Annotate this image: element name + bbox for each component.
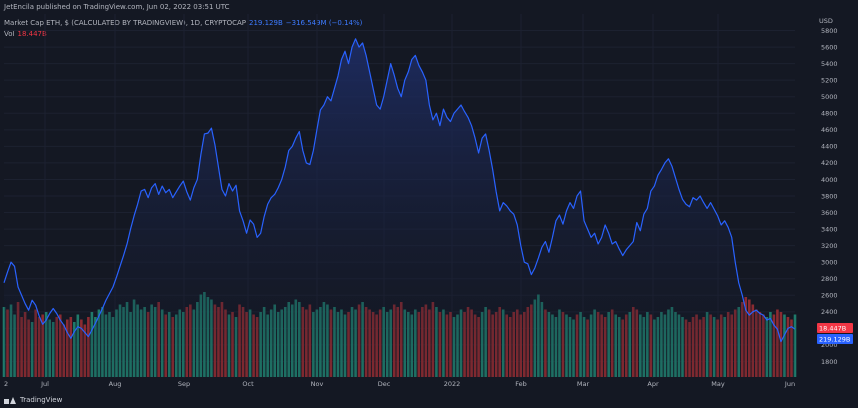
y-axis[interactable]: USD1800200022002400260028003000320034003… [819,17,838,366]
x-tick-label: Feb [515,380,527,388]
legend-volume-row: Vol 18.447B [4,29,362,40]
y-tick-label: 4400 [821,143,838,151]
y-tick-label: 5800 [821,27,838,35]
x-tick-label: 2 [4,380,8,388]
x-tick-label: Mar [577,380,590,388]
y-tick-label: 2800 [821,275,838,283]
symbol-label[interactable]: Market Cap ETH, $ (CALCULATED BY TRADING… [4,19,246,27]
y-tick-label: 5000 [821,93,838,101]
x-tick-label: May [711,380,725,388]
publish-info: JetEncila published on TradingView.com, … [4,3,230,11]
price-area-fill [4,38,795,378]
price-line [3,38,796,343]
volume-value: 18.447B [17,30,47,38]
x-tick-label: Dec [378,380,391,388]
x-tick-label: 2022 [444,380,461,388]
y-tick-label: 2000 [821,341,838,349]
volume-label[interactable]: Vol [4,30,15,38]
x-tick-label: Jul [40,380,49,388]
y-tick-label: 3600 [821,209,838,217]
x-tick-label: Nov [311,380,324,388]
legend-price-row: Market Cap ETH, $ (CALCULATED BY TRADING… [4,18,362,29]
y-tick-label: 3000 [821,258,838,266]
y-tick-label: 3200 [821,242,838,250]
y-tick-label: 1800 [821,358,838,366]
volume-tag [817,323,853,333]
y-axis-currency: USD [819,17,833,25]
y-tick-label: 2600 [821,292,838,300]
x-tick-label: Sep [178,380,190,388]
y-tick-label: 4000 [821,176,838,184]
y-tick-label: 5400 [821,60,838,68]
price-tag [817,334,853,344]
legend-price: 219.129B [249,19,283,27]
price-tags: 18.447B 219.129B [817,323,853,344]
x-tick-label: Oct [242,380,254,388]
chart-legend: Market Cap ETH, $ (CALCULATED BY TRADING… [4,18,362,40]
price-line-layer [3,38,796,343]
x-tick-label: Apr [647,380,659,388]
brand-name: TradingView [20,396,63,404]
x-tick-label: Aug [109,380,122,388]
x-axis[interactable]: 2 Jul Aug Sep Oct Nov Dec 2022 Feb Mar Apr May Jun [4,380,795,388]
volume-tag-label: 18.447B [819,325,846,333]
y-tick-label: 4600 [821,126,838,134]
x-tick-label: Jun [784,380,795,388]
y-tick-label: 3400 [821,225,838,233]
price-area [4,38,795,378]
legend-change: −316.549M (−0.14%) [285,19,363,27]
y-tick-label: 5200 [821,76,838,84]
y-tick-label: 4200 [821,159,838,167]
y-tick-label: 5600 [821,43,838,51]
price-tag-label: 219.129B [819,336,850,344]
y-tick-label: 3800 [821,192,838,200]
y-tick-label: 2400 [821,308,838,316]
tradingview-logo-icon [4,396,16,404]
y-tick-label: 4800 [821,110,838,118]
tradingview-brand[interactable]: TradingView [4,396,62,404]
